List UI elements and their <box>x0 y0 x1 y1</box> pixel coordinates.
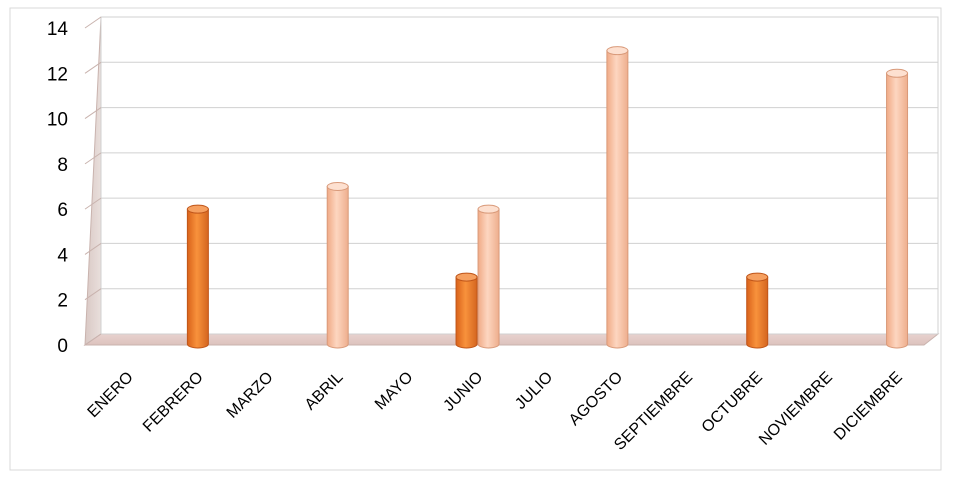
y-tick-label: 0 <box>57 336 68 357</box>
y-tick-label: 8 <box>57 155 68 176</box>
bar <box>326 186 349 349</box>
bar-cap <box>886 68 909 78</box>
bar <box>886 72 909 349</box>
gridline-side <box>84 243 102 255</box>
chart-area-border <box>9 7 942 471</box>
gridline-side <box>84 152 102 165</box>
gridline-side <box>84 288 102 301</box>
gridline-side <box>84 16 102 29</box>
bar <box>606 50 629 349</box>
bar <box>455 276 478 349</box>
bar-cap <box>746 272 769 282</box>
bars <box>186 46 909 349</box>
bar <box>746 276 769 349</box>
y-tick-label: 4 <box>57 245 68 266</box>
y-tick-label: 14 <box>47 19 69 40</box>
chart-floor <box>83 333 940 346</box>
bar <box>477 208 500 349</box>
bar-cap <box>477 204 500 214</box>
gridlines <box>84 16 938 346</box>
gridline-side <box>84 107 102 119</box>
bar-cap <box>606 46 629 56</box>
bar-cap <box>455 272 478 282</box>
gridline-side <box>84 61 102 74</box>
y-tick-label: 6 <box>57 200 68 221</box>
bar <box>186 208 209 349</box>
y-axis-tick-labels: 0 2 4 6 8 10 12 14 <box>47 19 69 357</box>
gridline-side <box>84 197 102 210</box>
bar-cap <box>186 204 209 214</box>
y-tick-label: 12 <box>47 64 68 85</box>
bar-cap <box>326 182 349 191</box>
gridline-side <box>84 333 102 346</box>
y-tick-label: 10 <box>47 110 68 131</box>
y-tick-label: 2 <box>57 291 68 312</box>
